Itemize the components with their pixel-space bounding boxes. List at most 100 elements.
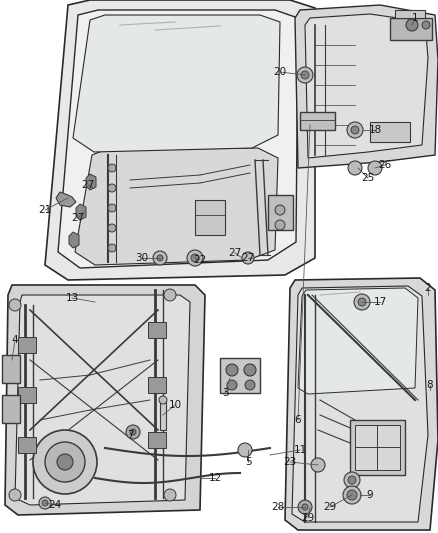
Bar xyxy=(148,322,166,338)
Text: 20: 20 xyxy=(273,67,286,77)
Text: 27: 27 xyxy=(228,248,242,258)
Circle shape xyxy=(406,19,418,31)
Polygon shape xyxy=(5,285,205,515)
Circle shape xyxy=(108,164,116,172)
Bar xyxy=(148,377,166,393)
Bar xyxy=(390,18,432,40)
Polygon shape xyxy=(86,174,96,190)
Circle shape xyxy=(108,224,116,232)
Circle shape xyxy=(311,458,325,472)
Bar xyxy=(148,432,166,448)
Bar xyxy=(18,387,36,403)
Polygon shape xyxy=(76,204,86,220)
Text: 27: 27 xyxy=(81,180,95,190)
Text: 12: 12 xyxy=(208,473,222,483)
Bar xyxy=(355,425,400,470)
Bar xyxy=(370,122,410,142)
Circle shape xyxy=(297,67,313,83)
Circle shape xyxy=(126,425,140,439)
Bar xyxy=(18,437,36,453)
Circle shape xyxy=(245,380,255,390)
Text: 6: 6 xyxy=(295,415,301,425)
Circle shape xyxy=(108,204,116,212)
Text: 22: 22 xyxy=(193,255,207,265)
Text: 29: 29 xyxy=(301,513,314,523)
Circle shape xyxy=(187,250,203,266)
Circle shape xyxy=(244,364,256,376)
Bar xyxy=(300,112,335,130)
Text: 13: 13 xyxy=(65,293,79,303)
Bar xyxy=(195,200,225,235)
Bar xyxy=(220,358,260,393)
Circle shape xyxy=(9,489,21,501)
Polygon shape xyxy=(285,278,438,530)
Circle shape xyxy=(275,205,285,215)
Text: 9: 9 xyxy=(367,490,373,500)
Text: 27: 27 xyxy=(241,253,254,263)
Circle shape xyxy=(45,442,85,482)
Circle shape xyxy=(347,490,357,500)
Circle shape xyxy=(344,472,360,488)
Circle shape xyxy=(42,500,48,506)
Text: 29: 29 xyxy=(323,502,337,512)
Text: 8: 8 xyxy=(427,380,433,390)
Circle shape xyxy=(130,429,136,435)
Text: 5: 5 xyxy=(245,457,251,467)
Circle shape xyxy=(301,71,309,79)
Text: 7: 7 xyxy=(127,430,133,440)
Polygon shape xyxy=(75,148,278,265)
Circle shape xyxy=(368,161,382,175)
Circle shape xyxy=(33,430,97,494)
Bar xyxy=(160,400,166,430)
Circle shape xyxy=(57,454,73,470)
Text: 23: 23 xyxy=(283,457,297,467)
Text: 28: 28 xyxy=(272,502,285,512)
Circle shape xyxy=(164,489,176,501)
Text: 27: 27 xyxy=(71,213,85,223)
Polygon shape xyxy=(292,286,428,522)
Polygon shape xyxy=(56,192,76,207)
Circle shape xyxy=(39,497,51,509)
Polygon shape xyxy=(298,288,418,394)
Polygon shape xyxy=(305,14,428,158)
Circle shape xyxy=(242,252,254,264)
Circle shape xyxy=(358,298,366,306)
Bar xyxy=(350,420,405,475)
Text: 1: 1 xyxy=(412,13,418,23)
Circle shape xyxy=(159,396,167,404)
Text: 2: 2 xyxy=(425,283,431,293)
Text: 24: 24 xyxy=(48,500,62,510)
Circle shape xyxy=(343,486,361,504)
Circle shape xyxy=(164,289,176,301)
Polygon shape xyxy=(15,295,190,505)
Text: 17: 17 xyxy=(373,297,387,307)
Polygon shape xyxy=(73,15,280,152)
Circle shape xyxy=(298,500,312,514)
Text: 10: 10 xyxy=(169,400,182,410)
Circle shape xyxy=(354,294,370,310)
Circle shape xyxy=(302,504,308,510)
Circle shape xyxy=(347,122,363,138)
Circle shape xyxy=(9,299,21,311)
Circle shape xyxy=(227,380,237,390)
Circle shape xyxy=(422,21,430,29)
Bar xyxy=(18,337,36,353)
Circle shape xyxy=(348,161,362,175)
Text: 25: 25 xyxy=(361,173,374,183)
Bar xyxy=(2,395,20,423)
Polygon shape xyxy=(295,5,438,168)
Polygon shape xyxy=(69,232,79,248)
Text: 3: 3 xyxy=(222,388,228,398)
Circle shape xyxy=(275,220,285,230)
Text: 11: 11 xyxy=(293,445,307,455)
Text: 4: 4 xyxy=(12,335,18,345)
Circle shape xyxy=(226,364,238,376)
Circle shape xyxy=(108,244,116,252)
Circle shape xyxy=(108,184,116,192)
Text: 18: 18 xyxy=(368,125,381,135)
Bar xyxy=(395,10,425,18)
Text: 21: 21 xyxy=(39,205,52,215)
Circle shape xyxy=(348,476,356,484)
Polygon shape xyxy=(58,10,298,268)
Circle shape xyxy=(157,255,163,261)
